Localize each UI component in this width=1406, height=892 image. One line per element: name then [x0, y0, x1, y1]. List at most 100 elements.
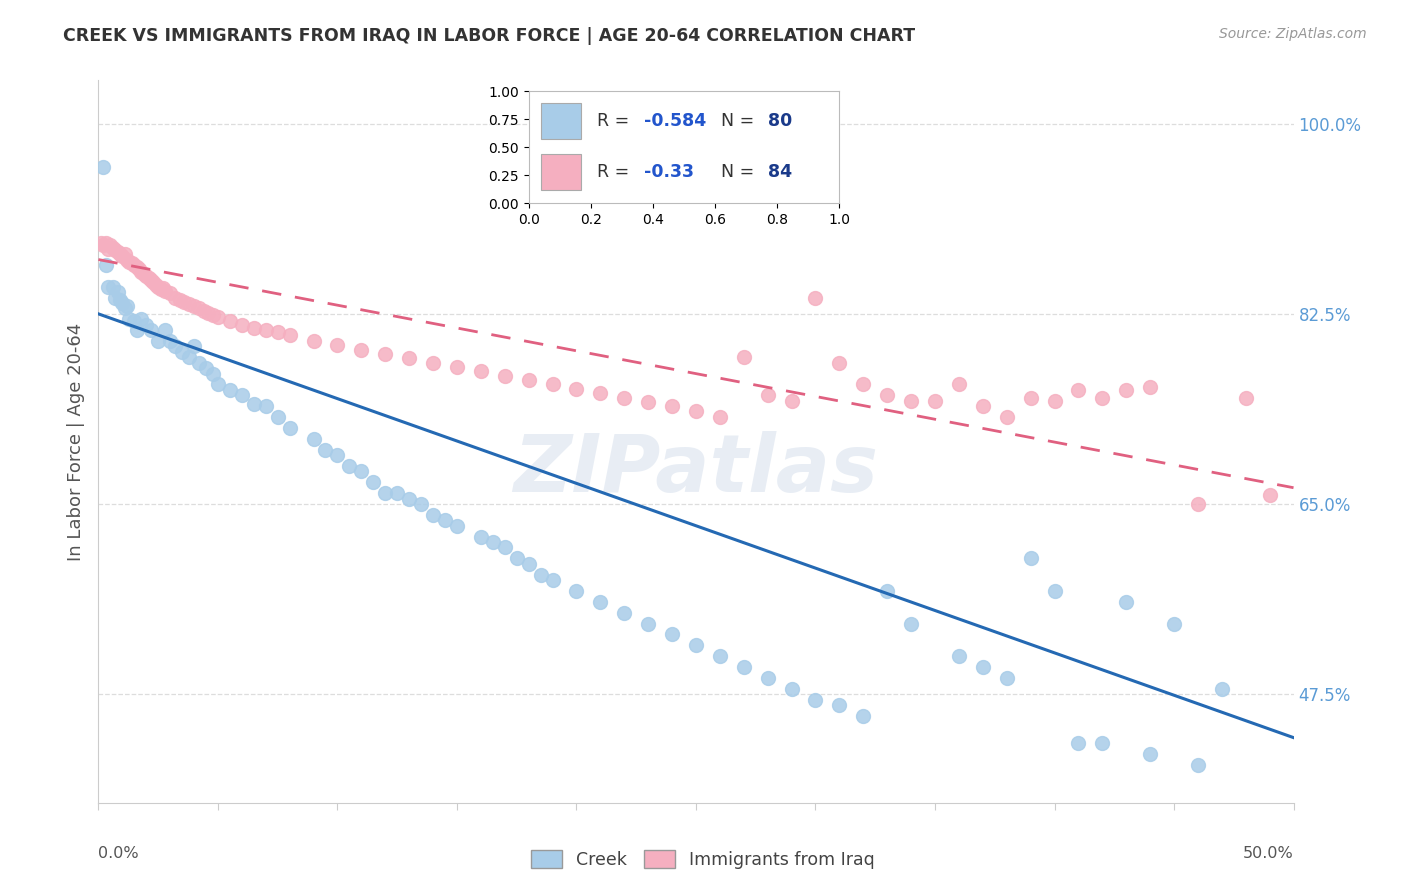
- Point: [876, 583, 898, 598]
- Point: [709, 649, 731, 664]
- Point: [114, 301, 136, 316]
- Point: [125, 323, 148, 337]
- Point: [565, 382, 588, 396]
- Point: [517, 557, 540, 571]
- Point: [422, 508, 444, 522]
- Point: [278, 421, 301, 435]
- Point: [1091, 391, 1114, 405]
- Point: [1043, 583, 1066, 598]
- Point: [972, 660, 994, 674]
- Text: 50.0%: 50.0%: [1243, 847, 1294, 861]
- Point: [131, 264, 153, 278]
- Point: [207, 377, 229, 392]
- Point: [517, 373, 540, 387]
- Point: [118, 312, 141, 326]
- Point: [219, 314, 242, 328]
- Point: [780, 393, 803, 408]
- Point: [1234, 391, 1257, 405]
- Point: [183, 339, 205, 353]
- Point: [125, 260, 148, 275]
- Point: [876, 388, 898, 402]
- Point: [1067, 736, 1090, 750]
- Point: [202, 367, 225, 381]
- Point: [1091, 736, 1114, 750]
- Point: [339, 458, 361, 473]
- Point: [541, 573, 564, 587]
- Point: [267, 410, 290, 425]
- Point: [101, 241, 124, 255]
- Y-axis label: In Labor Force | Age 20-64: In Labor Force | Age 20-64: [66, 322, 84, 561]
- Point: [243, 397, 266, 411]
- Point: [128, 262, 150, 277]
- Point: [422, 356, 444, 370]
- Point: [948, 377, 970, 392]
- Point: [97, 242, 120, 256]
- Point: [852, 377, 875, 392]
- Point: [506, 551, 529, 566]
- Point: [135, 318, 157, 332]
- Point: [121, 256, 143, 270]
- Point: [124, 314, 146, 328]
- Point: [207, 310, 229, 325]
- Point: [187, 301, 209, 316]
- Point: [709, 410, 731, 425]
- Text: CREEK VS IMMIGRANTS FROM IRAQ IN LABOR FORCE | AGE 20-64 CORRELATION CHART: CREEK VS IMMIGRANTS FROM IRAQ IN LABOR F…: [63, 27, 915, 45]
- Point: [613, 391, 636, 405]
- Point: [995, 410, 1018, 425]
- Point: [637, 395, 659, 409]
- Point: [411, 497, 433, 511]
- Point: [828, 698, 851, 712]
- Point: [101, 279, 124, 293]
- Point: [972, 399, 994, 413]
- Point: [135, 268, 157, 283]
- Point: [97, 279, 120, 293]
- Point: [98, 238, 122, 252]
- Point: [995, 671, 1018, 685]
- Point: [924, 393, 946, 408]
- Point: [804, 692, 827, 706]
- Point: [1139, 379, 1161, 393]
- Point: [159, 334, 181, 348]
- Point: [163, 291, 186, 305]
- Text: Source: ZipAtlas.com: Source: ZipAtlas.com: [1219, 27, 1367, 41]
- Point: [131, 312, 153, 326]
- Point: [91, 160, 114, 174]
- Point: [139, 273, 162, 287]
- Point: [90, 236, 112, 251]
- Point: [685, 403, 707, 417]
- Point: [1115, 383, 1137, 397]
- Point: [148, 279, 170, 293]
- Point: [733, 660, 755, 674]
- Point: [685, 638, 707, 652]
- Point: [148, 334, 170, 348]
- Point: [1043, 393, 1066, 408]
- Point: [302, 432, 325, 446]
- Point: [350, 343, 373, 357]
- Legend: Creek, Immigrants from Iraq: Creek, Immigrants from Iraq: [524, 844, 882, 876]
- Point: [385, 486, 409, 500]
- Point: [267, 326, 290, 340]
- Point: [613, 606, 636, 620]
- Point: [1187, 757, 1209, 772]
- Point: [195, 361, 218, 376]
- Point: [111, 249, 134, 263]
- Point: [589, 386, 612, 401]
- Point: [94, 236, 117, 251]
- Point: [302, 334, 325, 348]
- Point: [900, 393, 922, 408]
- Point: [219, 383, 242, 397]
- Point: [91, 238, 114, 252]
- Point: [661, 627, 683, 641]
- Point: [1187, 497, 1209, 511]
- Point: [398, 351, 420, 366]
- Point: [1163, 616, 1185, 631]
- Point: [104, 291, 127, 305]
- Point: [1258, 488, 1281, 502]
- Point: [852, 709, 875, 723]
- Point: [107, 244, 129, 259]
- Point: [107, 285, 129, 300]
- Point: [193, 303, 215, 318]
- Point: [374, 486, 396, 500]
- Point: [155, 323, 177, 337]
- Point: [173, 294, 195, 309]
